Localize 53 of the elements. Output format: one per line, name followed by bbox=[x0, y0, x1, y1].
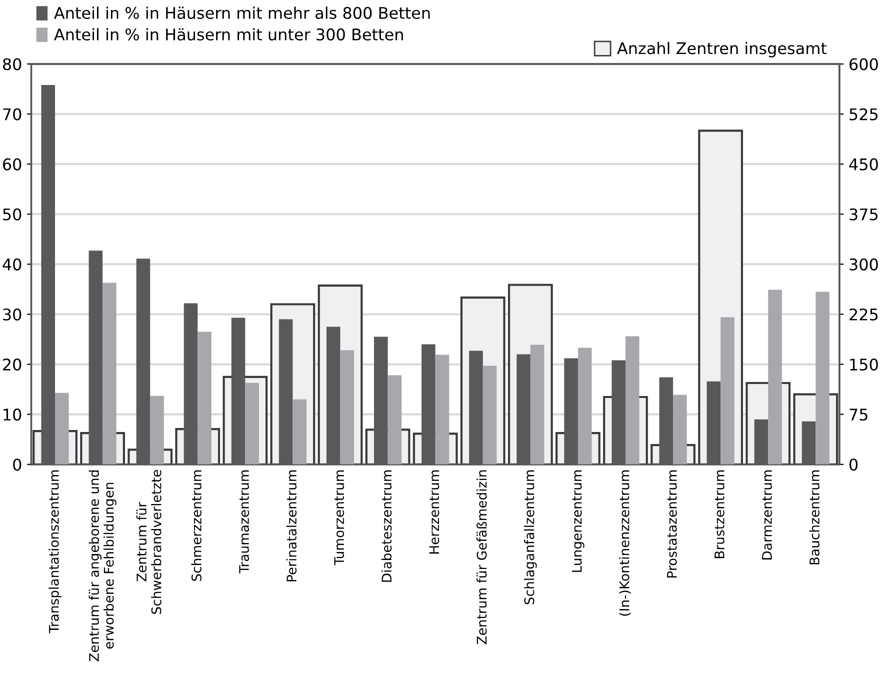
bar bbox=[150, 396, 164, 464]
bar bbox=[720, 317, 734, 464]
x-tick-label: Zentrum für angeborene und erworbene Fehlbildungen bbox=[88, 470, 116, 662]
bar bbox=[198, 332, 212, 464]
y2-tick-label: 375 bbox=[850, 208, 878, 220]
y2-tick-label: 300 bbox=[850, 258, 878, 270]
bar bbox=[530, 344, 544, 464]
legend-label: Anteil in % in Häusern mit unter 300 Betten bbox=[54, 28, 403, 41]
bar bbox=[482, 366, 497, 464]
bar bbox=[435, 354, 450, 464]
bar bbox=[340, 350, 354, 464]
x-tick-label: Perinatalzentrum bbox=[286, 470, 297, 582]
x-tick-label: Schlaganfallzentrum bbox=[524, 470, 537, 604]
x-tick-label: Lungenzentrum bbox=[572, 470, 584, 572]
x-tick-label: Schmerzzentrum bbox=[191, 470, 202, 581]
y-tick-label: 80 bbox=[2, 58, 22, 70]
x-tick-label: Traumazentrum bbox=[239, 470, 250, 574]
x-tick-label: (In-)Kontinenzzentrum bbox=[619, 470, 631, 616]
y2-tick-label: 225 bbox=[850, 308, 878, 321]
y-tick-label: 20 bbox=[3, 358, 22, 371]
bar bbox=[292, 399, 307, 464]
y2-tick-label: 525 bbox=[850, 108, 878, 120]
legend-label: Anzahl Zentren insgesamt bbox=[617, 42, 827, 58]
legend-label: Anteil in % in Häusern mit mehr als 800 Betten bbox=[54, 6, 430, 19]
y-tick-label: 50 bbox=[3, 208, 22, 220]
y2-tick-label: 600 bbox=[850, 58, 878, 70]
x-tick-label: Herzzentrum bbox=[429, 470, 440, 554]
y-tick-label: 60 bbox=[3, 158, 22, 170]
y-tick-label: 40 bbox=[2, 258, 22, 270]
y2-tick-label: 75 bbox=[850, 408, 868, 421]
x-tick-label: Diabeteszentrum bbox=[381, 470, 392, 582]
y-tick-label: 10 bbox=[4, 408, 22, 421]
x-tick-label: Zentrum für Gefäßmedizin bbox=[476, 470, 487, 644]
bar bbox=[388, 375, 402, 464]
x-tick-label: Zentrum für Schwerbrandverletzte bbox=[136, 470, 162, 614]
y-tick-label: 30 bbox=[3, 308, 22, 321]
y-tick-label: 70 bbox=[3, 108, 22, 120]
x-tick-label: Brustzentrum bbox=[714, 470, 724, 558]
y2-tick-label: 150 bbox=[850, 358, 878, 371]
bar bbox=[673, 394, 687, 464]
x-tick-label: Prostatazentrum bbox=[667, 470, 677, 578]
x-tick-label: Bauchzentrum bbox=[809, 470, 820, 564]
y-tick-label: 0 bbox=[13, 458, 22, 471]
bar bbox=[816, 292, 830, 464]
y2-tick-label: 450 bbox=[849, 158, 878, 170]
bar bbox=[102, 282, 116, 464]
bar bbox=[245, 382, 259, 464]
bar bbox=[768, 290, 782, 464]
x-tick-label: Transplantationszentrum bbox=[48, 470, 62, 634]
y2-tick-label: 0 bbox=[850, 458, 858, 471]
x-tick-label: Tumorzentrum bbox=[334, 470, 344, 566]
x-tick-label: Darmzentrum bbox=[762, 470, 772, 560]
bar bbox=[55, 392, 69, 464]
